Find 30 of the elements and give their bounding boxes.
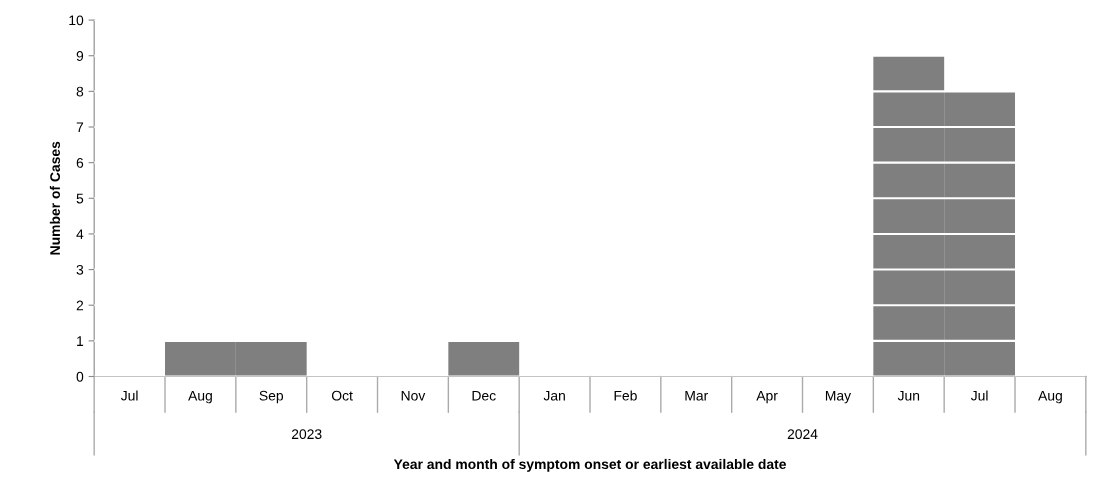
x-tick-label: May <box>825 390 852 404</box>
y-tick-label: 9 <box>76 51 84 61</box>
x-tick-label: Jan <box>543 390 565 401</box>
y-tick-label: 0 <box>76 371 84 382</box>
y-tick-label: 10 <box>69 15 84 26</box>
y-tick-label: 2 <box>76 300 84 311</box>
y-tick-label: 5 <box>76 193 84 204</box>
x-tick-label: Dec <box>472 390 496 401</box>
x-tick-label: Nov <box>401 390 426 401</box>
x-tick-label: Oct <box>331 390 353 401</box>
text: 2024 <box>787 429 818 440</box>
bar <box>448 340 520 377</box>
x-tick-label: Jun <box>897 390 920 401</box>
x-tick-label: Sep <box>259 390 284 404</box>
y-tick-label: 3 <box>76 264 84 275</box>
y-tick-label: 4 <box>76 229 84 239</box>
y-tick-label: 6 <box>76 157 84 168</box>
y-axis-title: Number of Cases <box>49 141 61 255</box>
x-tick-label: Aug <box>188 390 212 404</box>
x-tick-label: Aug <box>1038 390 1062 404</box>
y-tick-label: 8 <box>76 86 84 97</box>
x-axis-title: Year and month of symptom onset or earliest available date <box>393 458 786 472</box>
text: 2023 <box>291 429 322 440</box>
y-tick-label: 7 <box>76 122 84 133</box>
x-tick-label: Feb <box>614 390 637 401</box>
x-tick-label: Apr <box>756 390 778 404</box>
y-tick-label: 1 <box>77 336 84 346</box>
x-tick-label: Jul <box>120 390 138 401</box>
x-tick-label: Mar <box>685 390 708 401</box>
x-tick-label: Jul <box>970 390 988 401</box>
